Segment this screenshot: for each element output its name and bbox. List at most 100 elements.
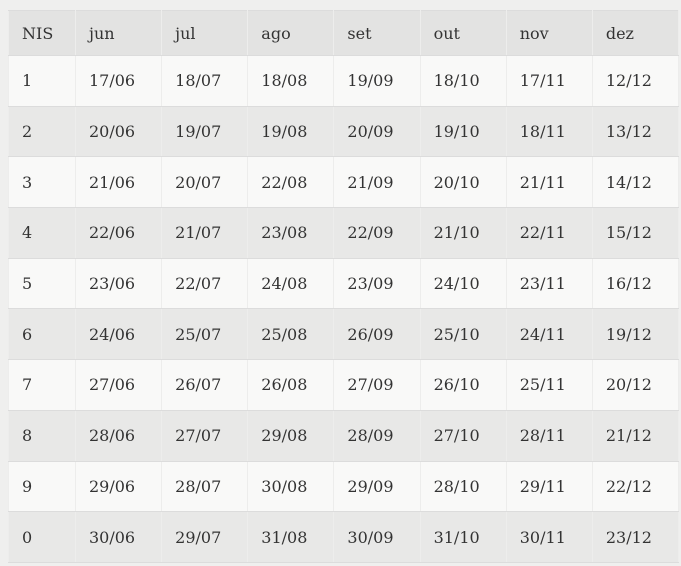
- payment-date-cell: 24/10: [419, 257, 507, 310]
- payment-date-cell: 28/09: [333, 409, 421, 462]
- payment-calendar-table: NIS jun jul ago set out nov dez 1 17/06 18/07 18/0…: [8, 10, 680, 563]
- payment-date-cell: 25/08: [247, 308, 335, 361]
- payment-date-cell: 21/12: [591, 409, 680, 462]
- payment-date-cell: 24/08: [247, 257, 335, 310]
- payment-date-cell: 19/09: [333, 55, 421, 107]
- payment-date-cell: 18/08: [247, 55, 335, 107]
- payment-date-cell: 20/10: [419, 156, 507, 209]
- payment-date-cell: 22/11: [505, 207, 593, 259]
- payment-date-cell: 26/10: [419, 359, 507, 411]
- payment-date-cell: 22/07: [161, 257, 249, 310]
- payment-date-cell: 18/10: [419, 55, 507, 107]
- payment-date-cell: 20/12: [591, 359, 680, 411]
- table-header: NIS jun jul ago set out nov dez: [8, 10, 680, 56]
- payment-date-cell: 12/12: [591, 55, 680, 107]
- payment-date-cell: 28/10: [419, 460, 507, 513]
- payment-date-cell: 29/09: [333, 460, 421, 513]
- table-row: 7 27/06 26/07 26/08 27/09 26/10 25/11 20/12: [8, 359, 680, 411]
- column-header-month: jun: [74, 10, 163, 56]
- payment-date-cell: 27/06: [74, 359, 163, 411]
- payment-date-cell: 22/09: [333, 207, 421, 259]
- payment-date-cell: 16/12: [591, 257, 680, 310]
- payment-date-cell: 31/08: [247, 511, 335, 563]
- payment-date-cell: 20/06: [74, 105, 163, 158]
- payment-date-cell: 26/07: [161, 359, 249, 411]
- payment-date-cell: 22/08: [247, 156, 335, 209]
- table-row: 6 24/06 25/07 25/08 26/09 25/10 24/11 19/12: [8, 308, 680, 361]
- column-header-month: set: [333, 10, 421, 56]
- payment-date-cell: 24/06: [74, 308, 163, 361]
- payment-date-cell: 27/09: [333, 359, 421, 411]
- payment-date-cell: 23/11: [505, 257, 593, 310]
- payment-date-cell: 13/12: [591, 105, 680, 158]
- payment-date-cell: 31/10: [419, 511, 507, 563]
- table-row: 8 28/06 27/07 29/08 28/09 27/10 28/11 21/12: [8, 409, 680, 462]
- payment-date-cell: 17/11: [505, 55, 593, 107]
- table-row: 3 21/06 20/07 22/08 21/09 20/10 21/11 14/12: [8, 156, 680, 209]
- payment-date-cell: 24/11: [505, 308, 593, 361]
- payment-date-cell: 20/07: [161, 156, 249, 209]
- payment-date-cell: 25/10: [419, 308, 507, 361]
- payment-date-cell: 19/07: [161, 105, 249, 158]
- payment-date-cell: 19/10: [419, 105, 507, 158]
- payment-date-cell: 14/12: [591, 156, 680, 209]
- nis-digit-cell: 3: [8, 156, 76, 209]
- payment-date-cell: 22/12: [591, 460, 680, 513]
- payment-date-cell: 28/06: [74, 409, 163, 462]
- payment-date-cell: 25/11: [505, 359, 593, 411]
- nis-digit-cell: 9: [8, 460, 76, 513]
- column-header-month: jul: [161, 10, 249, 56]
- payment-date-cell: 20/09: [333, 105, 421, 158]
- payment-date-cell: 23/08: [247, 207, 335, 259]
- payment-date-cell: 19/12: [591, 308, 680, 361]
- column-header-month: dez: [591, 10, 680, 56]
- payment-date-cell: 30/09: [333, 511, 421, 563]
- payment-date-cell: 15/12: [591, 207, 680, 259]
- payment-date-cell: 18/11: [505, 105, 593, 158]
- payment-date-cell: 22/06: [74, 207, 163, 259]
- payment-date-cell: 29/08: [247, 409, 335, 462]
- table-row: 2 20/06 19/07 19/08 20/09 19/10 18/11 13/12: [8, 105, 680, 158]
- payment-date-cell: 26/09: [333, 308, 421, 361]
- payment-date-cell: 23/12: [591, 511, 680, 563]
- nis-digit-cell: 1: [8, 55, 76, 107]
- payment-date-cell: 30/06: [74, 511, 163, 563]
- payment-date-cell: 30/11: [505, 511, 593, 563]
- payment-date-cell: 28/07: [161, 460, 249, 513]
- payment-date-cell: 21/11: [505, 156, 593, 209]
- payment-date-cell: 23/09: [333, 257, 421, 310]
- payment-date-cell: 27/10: [419, 409, 507, 462]
- payment-date-cell: 27/07: [161, 409, 249, 462]
- payment-date-cell: 19/08: [247, 105, 335, 158]
- table-row: 0 30/06 29/07 31/08 30/09 31/10 30/11 23/12: [8, 511, 680, 563]
- nis-digit-cell: 4: [8, 207, 76, 259]
- payment-date-cell: 30/08: [247, 460, 335, 513]
- payment-date-cell: 18/07: [161, 55, 249, 107]
- header-row: NIS jun jul ago set out nov dez: [8, 10, 680, 56]
- column-header-month: out: [419, 10, 507, 56]
- nis-digit-cell: 8: [8, 409, 76, 462]
- payment-date-cell: 21/07: [161, 207, 249, 259]
- table-row: 1 17/06 18/07 18/08 19/09 18/10 17/11 12/12: [8, 55, 680, 107]
- table-row: 4 22/06 21/07 23/08 22/09 21/10 22/11 15/12: [8, 207, 680, 259]
- payment-date-cell: 21/09: [333, 156, 421, 209]
- payment-date-cell: 29/07: [161, 511, 249, 563]
- column-header-nis: NIS: [8, 10, 76, 56]
- table-row: 5 23/06 22/07 24/08 23/09 24/10 23/11 16/12: [8, 257, 680, 310]
- nis-digit-cell: 7: [8, 359, 76, 411]
- payment-date-cell: 29/11: [505, 460, 593, 513]
- column-header-month: ago: [247, 10, 335, 56]
- table-row: 9 29/06 28/07 30/08 29/09 28/10 29/11 22/12: [8, 460, 680, 513]
- payment-date-cell: 26/08: [247, 359, 335, 411]
- nis-digit-cell: 2: [8, 105, 76, 158]
- payment-date-cell: 21/10: [419, 207, 507, 259]
- nis-digit-cell: 5: [8, 257, 76, 310]
- nis-digit-cell: 6: [8, 308, 76, 361]
- payment-date-cell: 29/06: [74, 460, 163, 513]
- payment-date-cell: 21/06: [74, 156, 163, 209]
- column-header-month: nov: [505, 10, 593, 56]
- nis-digit-cell: 0: [8, 511, 76, 563]
- payment-date-cell: 23/06: [74, 257, 163, 310]
- payment-date-cell: 28/11: [505, 409, 593, 462]
